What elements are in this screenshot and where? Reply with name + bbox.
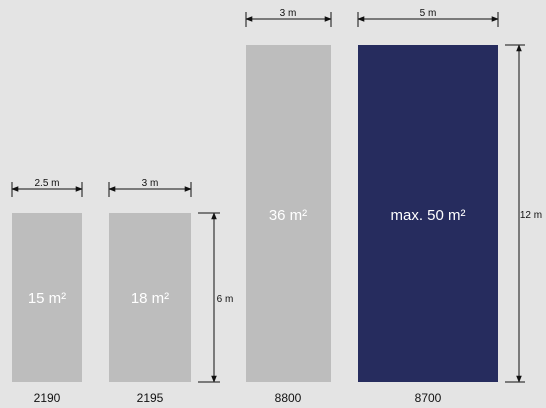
model-label: 2195 (137, 391, 164, 405)
height-label-6m: 6 m (217, 294, 234, 305)
height-label-12m: 12 m (520, 210, 542, 221)
width-label: 3 m (142, 178, 159, 189)
panel-rect (358, 45, 498, 382)
panel-rect (109, 213, 191, 382)
screen-panel-8700: max. 50 m² 5 m 8700 12 m (357, 8, 542, 405)
panel-rect (246, 45, 331, 382)
model-label: 8700 (415, 391, 442, 405)
screen-panel-2190: 15 m² 2.5 m 2190 (11, 178, 83, 405)
panel-rect (12, 213, 82, 382)
panel-area-label: 18 m² (131, 290, 169, 307)
panel-area-label: 15 m² (28, 290, 66, 307)
width-label: 2.5 m (34, 178, 59, 189)
model-label: 8800 (275, 391, 302, 405)
panel-area-label: 36 m² (269, 207, 307, 224)
screen-panel-2195: 18 m² 3 m 2195 6 m (108, 178, 234, 405)
width-label: 3 m (280, 8, 297, 19)
screen-panel-8800: 36 m² 3 m 8800 (245, 8, 332, 405)
model-label: 2190 (34, 391, 61, 405)
width-label: 5 m (420, 8, 437, 19)
panel-area-label: max. 50 m² (390, 207, 465, 224)
